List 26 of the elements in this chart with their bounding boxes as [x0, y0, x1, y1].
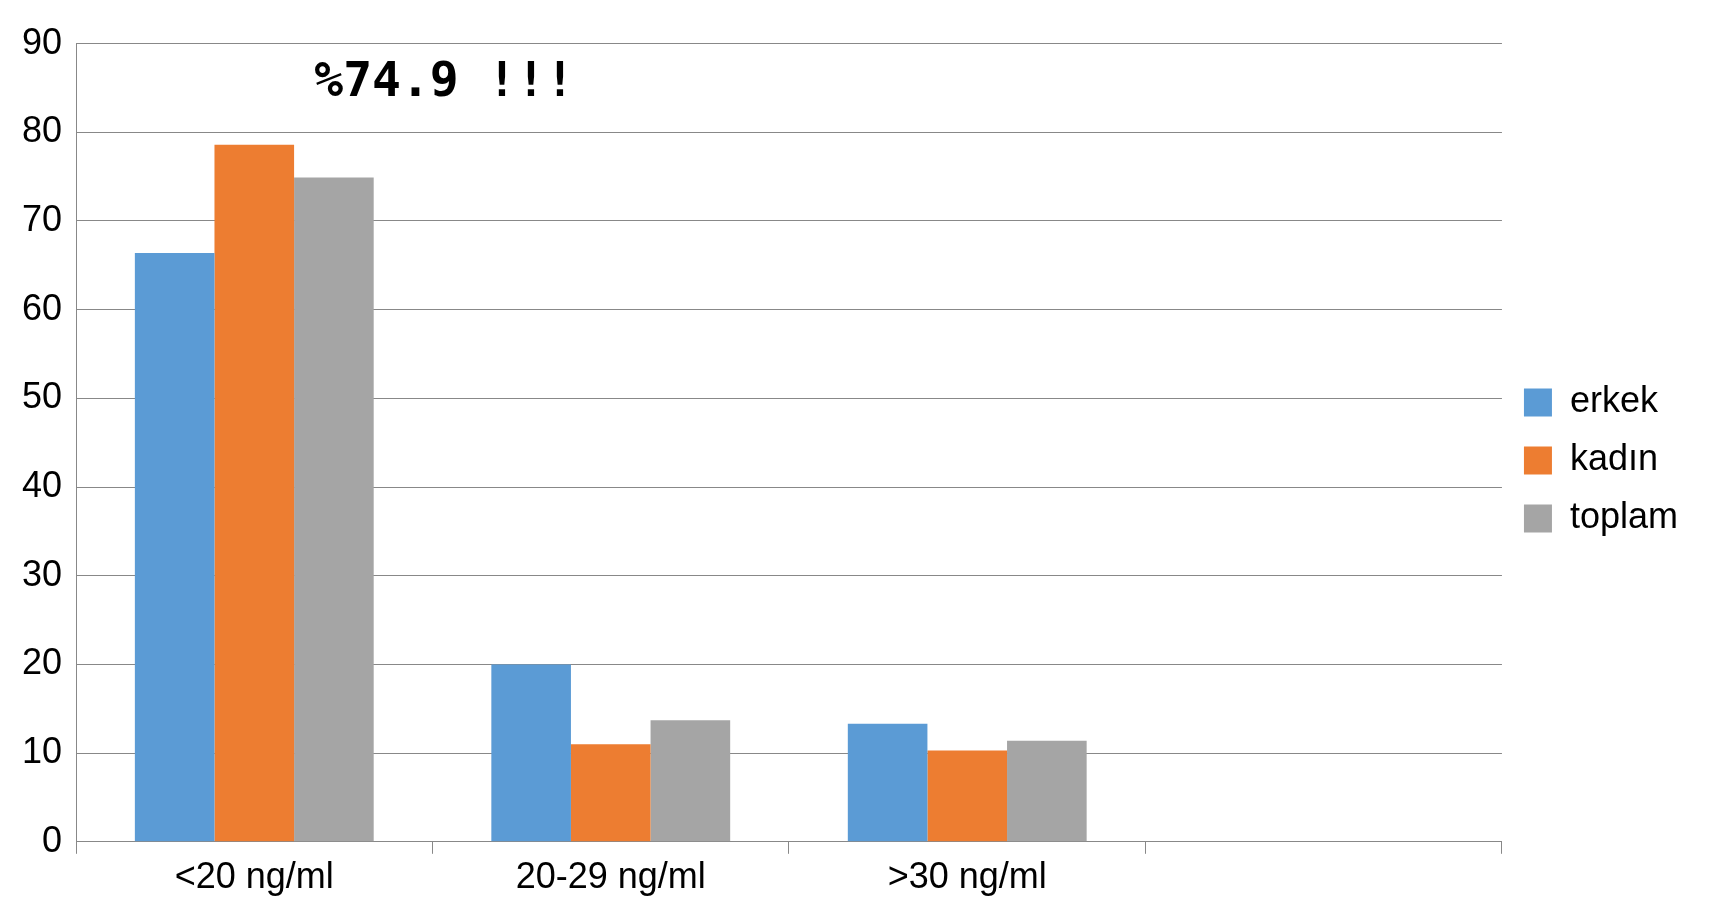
annotation: %74.9 !!! — [314, 51, 575, 108]
bar — [134, 252, 215, 842]
legend-label: toplam — [1569, 495, 1679, 537]
legend-label: kadın — [1569, 437, 1659, 479]
bar — [927, 750, 1008, 842]
y-tick-label: 80 — [22, 109, 63, 151]
bar — [650, 720, 731, 842]
x-tick-label: >30 ng/ml — [887, 855, 1047, 897]
bar — [1007, 740, 1087, 842]
legend-label: erkek — [1569, 379, 1659, 421]
y-tick-label: 90 — [22, 20, 63, 62]
y-tick-label: 30 — [22, 552, 63, 594]
x-tick-label: 20-29 ng/ml — [515, 855, 706, 897]
bar — [294, 177, 374, 842]
x-tick-label: <20 ng/ml — [174, 855, 334, 897]
y-tick-label: 70 — [22, 197, 63, 239]
y-tick-label: 10 — [22, 730, 63, 772]
bar — [847, 723, 928, 842]
y-tick-label: 60 — [22, 286, 63, 328]
bar — [214, 144, 295, 842]
bar — [491, 664, 571, 842]
y-tick-label: 40 — [22, 463, 63, 505]
y-tick-label: 0 — [42, 818, 63, 860]
y-tick-label: 50 — [22, 375, 63, 417]
y-tick-label: 20 — [22, 641, 63, 683]
bar — [570, 744, 651, 842]
